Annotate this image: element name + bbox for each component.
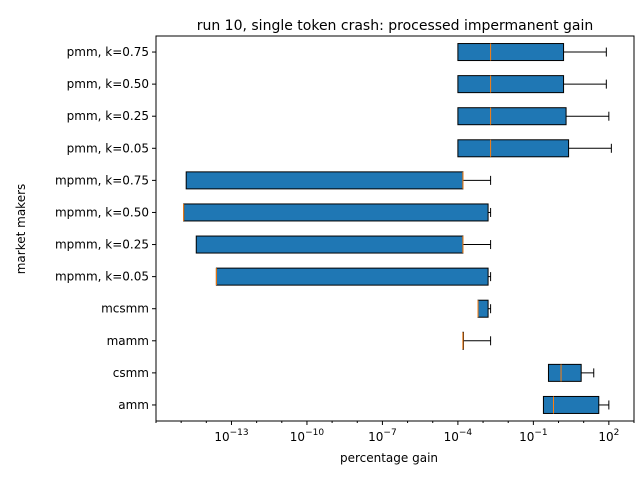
box-iqr [183, 203, 489, 222]
x-tick-label: 10−10 [290, 428, 325, 444]
box-iqr [477, 299, 489, 318]
chart-title: run 10, single token crash: processed im… [197, 18, 594, 34]
box-iqr [457, 75, 565, 94]
y-axis: pmm, k=0.75 pmm, k=0.50 pmm, k=0.25 pmm, k=… [55, 45, 156, 412]
y-tick-label: mpmm, k=0.25 [55, 238, 149, 252]
y-tick-label: mpmm, k=0.05 [55, 270, 149, 284]
plot-frame [155, 35, 635, 422]
x-tick-label: 10−4 [444, 428, 473, 444]
box-iqr [542, 395, 600, 414]
y-tick-label: mpmm, k=0.75 [55, 173, 149, 187]
y-tick-label: mpmm, k=0.50 [55, 205, 149, 219]
y-tick-label: pmm, k=0.50 [67, 77, 149, 91]
box-iqr [185, 171, 464, 190]
box-iqr [215, 267, 489, 286]
box-group [457, 75, 607, 94]
box-group [542, 395, 610, 414]
x-tick-label: 10−7 [368, 428, 397, 444]
box-group [183, 203, 492, 222]
box-group [457, 107, 610, 126]
box-iqr [547, 363, 582, 382]
box-group [195, 235, 492, 254]
y-axis-label: market makers [14, 184, 28, 275]
box-group [477, 299, 492, 318]
box-group [547, 363, 595, 382]
x-tick-label: 10−13 [214, 428, 248, 444]
x-axis: 10−13 10−10 10−7 10−4 10−1 102 [155, 421, 635, 444]
box-iqr [195, 235, 464, 254]
box-group [215, 267, 492, 286]
box-iqr [457, 139, 570, 158]
y-tick-label: mcsmm [101, 302, 149, 316]
box-group [457, 43, 607, 62]
y-tick-label: csmm [113, 366, 149, 380]
box-iqr [457, 107, 567, 126]
box-group [185, 171, 492, 190]
y-tick-label: pmm, k=0.05 [67, 141, 149, 155]
y-tick-label: amm [118, 398, 149, 412]
box-group [462, 331, 492, 350]
y-tick-label: mamm [107, 334, 149, 348]
x-axis-label: percentage gain [340, 451, 438, 465]
x-tick-label: 10−1 [519, 428, 548, 444]
x-tick-label: 102 [598, 428, 619, 444]
y-tick-label: pmm, k=0.75 [67, 45, 149, 59]
box-iqr [457, 43, 565, 62]
box-group [457, 139, 612, 158]
boxes-layer [183, 43, 612, 414]
y-tick-label: pmm, k=0.25 [67, 109, 149, 123]
